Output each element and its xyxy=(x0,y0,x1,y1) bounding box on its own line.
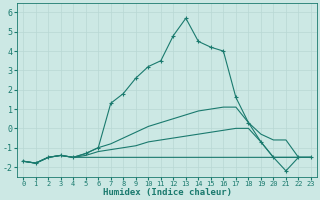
X-axis label: Humidex (Indice chaleur): Humidex (Indice chaleur) xyxy=(103,188,232,197)
